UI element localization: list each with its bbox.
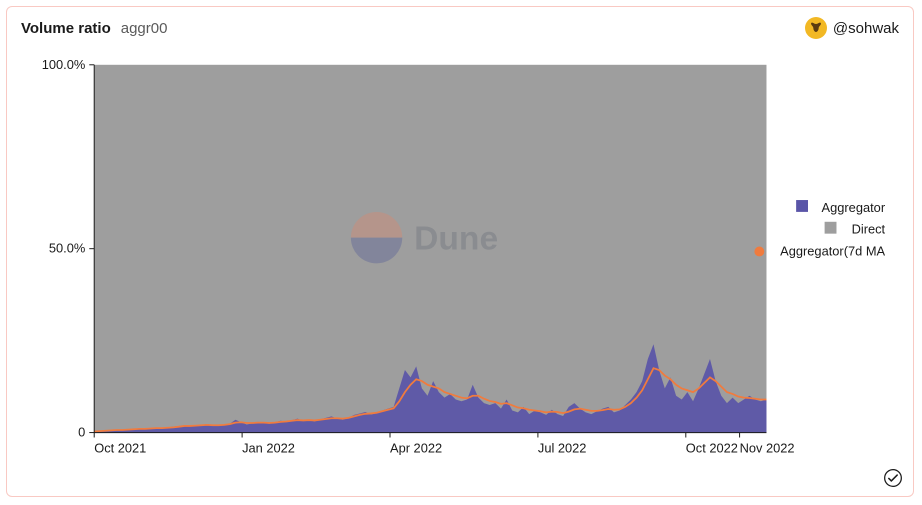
- svg-text:Direct: Direct: [852, 222, 886, 237]
- chart-subtitle: aggr00: [121, 20, 168, 37]
- verified-check-icon: [883, 468, 903, 488]
- svg-text:Aggregator: Aggregator: [822, 200, 886, 215]
- chart-card: Volume ratio aggr00 @sohwak Dune 0 50.0% 1…: [6, 6, 914, 497]
- x-tick-label: Oct 2022: [686, 440, 738, 455]
- y-tick-label: 50.0%: [49, 241, 85, 256]
- chart-svg: Dune 0 50.0% 100.0% Oct 2021 Jan 2022 Apr 202…: [21, 47, 899, 482]
- legend-item: Direct: [825, 222, 886, 237]
- svg-text:Aggregator(7d MA: Aggregator(7d MA: [780, 243, 885, 258]
- author-handle: @sohwak: [833, 20, 899, 37]
- author-link[interactable]: @sohwak: [805, 17, 899, 39]
- x-tick-label: Oct 2021: [94, 440, 146, 455]
- x-tick-label: Apr 2022: [390, 440, 442, 455]
- x-tick-label: Nov 2022: [740, 440, 795, 455]
- x-tick-label: Jan 2022: [242, 440, 295, 455]
- chart-area: Dune 0 50.0% 100.0% Oct 2021 Jan 2022 Apr 202…: [21, 47, 899, 482]
- dog-avatar-icon: [805, 17, 827, 39]
- card-header: Volume ratio aggr00 @sohwak: [7, 7, 913, 43]
- legend-item: Aggregator: [796, 200, 886, 215]
- x-tick-label: Jul 2022: [538, 440, 587, 455]
- y-tick-label: 100.0%: [42, 57, 86, 72]
- legend-item: Aggregator(7d MA: [754, 243, 885, 258]
- watermark-text: Dune: [414, 221, 498, 258]
- chart-title: Volume ratio: [21, 20, 111, 37]
- y-tick-label: 0: [78, 425, 85, 440]
